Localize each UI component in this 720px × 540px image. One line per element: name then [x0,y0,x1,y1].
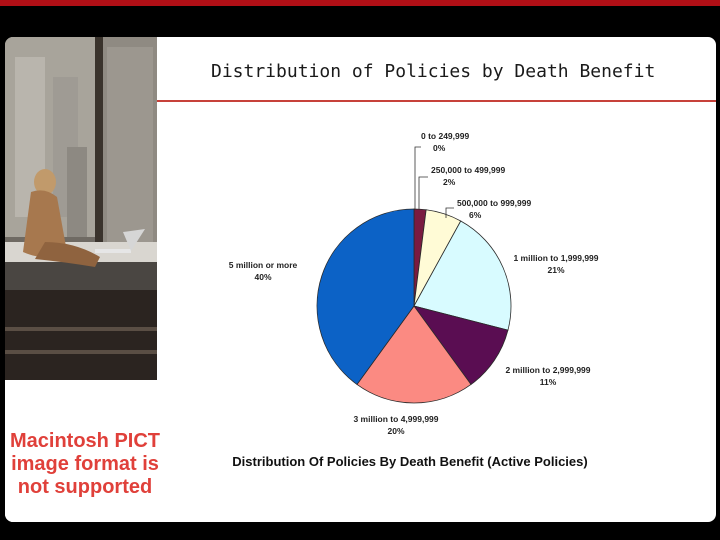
slice-label-5-million-or-more: 5 million or more [229,260,298,270]
office-photo-image [5,37,157,380]
slice-percent-0-to-249-999: 0% [433,143,446,153]
pie-slice-1-million-to-1-999-999 [413,220,512,331]
slice-label-250-000-to-499-999: 250,000 to 499,999 [431,165,505,175]
pie-slice-2-million-to-2-999-999 [413,305,509,386]
leader-line-500-000-to-999-999 [445,207,454,218]
pie-slice-5-million-or-more [316,208,415,386]
pie-slices [316,208,512,404]
slice-label-2-million-to-2-999-999: 2 million to 2,999,999 [505,365,590,375]
slice-label-3-million-to-4-999-999: 3 million to 4,999,999 [353,414,438,424]
unsupported-image-message: Macintosh PICT image format is not suppo… [9,430,160,498]
office-photo [5,37,157,380]
chart-caption: Distribution Of Policies By Death Benefi… [232,454,587,469]
top-accent-bar [0,0,720,6]
leader-lines [414,146,454,218]
slice-percent-3-million-to-4-999-999: 20% [387,426,404,436]
slice-percent-1-million-to-1-999-999: 21% [547,265,564,275]
slice-percent-2-million-to-2-999-999: 11% [540,377,557,387]
slice-percent-500-000-to-999-999: 6% [469,210,482,220]
slice-label-500-000-to-999-999: 500,000 to 999,999 [457,198,531,208]
pie-slice-3-million-to-4-999-999 [356,305,472,404]
leader-line-0-to-249-999 [414,146,421,209]
slide-title: Distribution of Policies by Death Benefi… [211,61,656,82]
leader-line-250-000-to-499-999 [418,176,428,209]
slide: Macintosh PICT image format is not suppo… [5,37,716,522]
slice-label-0-to-249-999: 0 to 249,999 [421,131,469,141]
unsupported-image-placeholder: Macintosh PICT image format is not suppo… [5,380,165,522]
slice-percent-250-000-to-499-999: 2% [443,177,456,187]
pie-labels: 0 to 249,999 0% 250,000 to 499,999 2% 500,00… [229,131,599,436]
slice-label-1-million-to-1-999-999: 1 million to 1,999,999 [513,253,598,263]
title-divider [157,100,716,102]
slice-percent-5-million-or-more: 40% [254,272,271,282]
